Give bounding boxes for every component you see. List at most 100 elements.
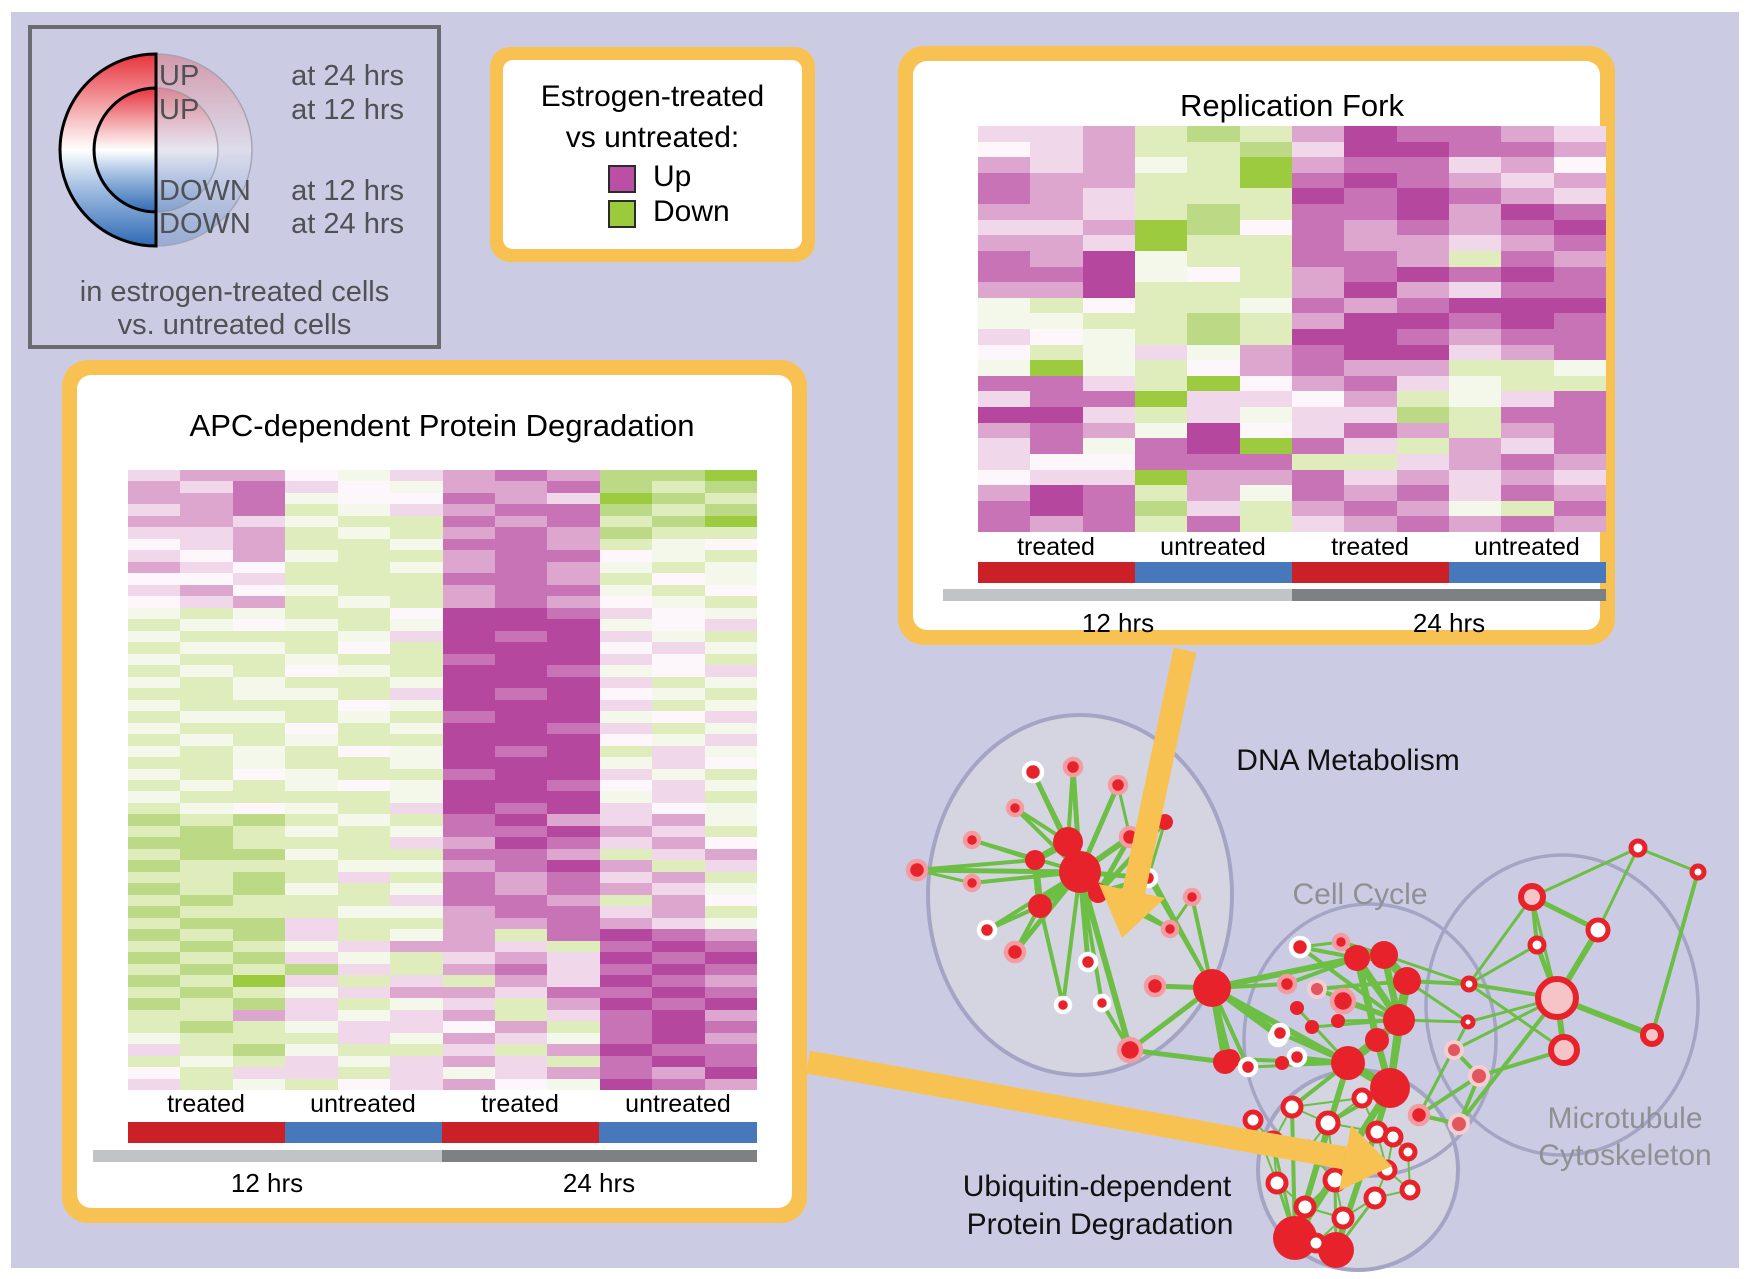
heatmap-cell xyxy=(390,596,443,608)
heatmap-cell xyxy=(1501,438,1554,454)
heatmap-cell xyxy=(547,745,600,758)
heatmap-cell xyxy=(652,929,705,941)
network-node-pinkring xyxy=(905,858,929,882)
heatmap-cell xyxy=(494,515,548,528)
heatmap-cell xyxy=(1134,141,1188,158)
heatmap-cell xyxy=(390,791,443,803)
heatmap-cell xyxy=(390,1067,443,1079)
heatmap-cell xyxy=(1134,282,1188,298)
heatmap-cell xyxy=(978,266,1031,283)
heatmap-cell xyxy=(390,998,443,1010)
heatmap-cell xyxy=(232,1055,286,1068)
heatmap-cell xyxy=(1291,219,1345,236)
heatmap-cell xyxy=(1291,141,1345,158)
heatmap-cell xyxy=(1448,469,1502,486)
heatmap-cell xyxy=(652,906,705,918)
heatmap-cell xyxy=(494,722,548,735)
heatmap-cell xyxy=(442,573,495,585)
heatmap-cell xyxy=(1187,219,1240,236)
heatmap-cell xyxy=(180,470,233,482)
heatmap-cell xyxy=(547,1021,600,1033)
heatmap-cell xyxy=(547,837,600,849)
network-node-ringwhite xyxy=(1460,1014,1476,1030)
rf-group-label-1: untreated xyxy=(1160,533,1266,561)
network-node-ringwhite xyxy=(1363,1186,1387,1210)
ring-legend-box: UP UP DOWN DOWN at 24 hrs at 12 hrs at 1… xyxy=(28,25,441,349)
heatmap-cell xyxy=(652,642,705,654)
heatmap-cell xyxy=(442,848,495,861)
heatmap-cell xyxy=(232,470,286,482)
heatmap-cell xyxy=(599,653,653,666)
heatmap-cell xyxy=(547,538,600,551)
heatmap-cell xyxy=(547,734,600,746)
heatmap-cell xyxy=(390,630,443,643)
heatmap-cell xyxy=(390,538,443,551)
network-node-pinkring xyxy=(1107,774,1129,796)
heatmap-cell xyxy=(599,596,653,608)
heatmap-cell xyxy=(128,745,181,758)
heatmap-cell xyxy=(599,665,653,677)
heatmap-cell xyxy=(1396,126,1449,142)
heatmap-cell xyxy=(599,573,653,585)
heatmap-cell xyxy=(285,975,338,987)
heatmap-cell xyxy=(978,344,1031,361)
heatmap-cell xyxy=(337,802,391,815)
heatmap-cell xyxy=(652,561,705,574)
heatmap-cell xyxy=(1187,516,1240,532)
heatmap-cell xyxy=(652,952,705,964)
heatmap-cell xyxy=(390,653,443,666)
heatmap-cell xyxy=(1030,360,1083,376)
heatmap-cell xyxy=(232,1032,286,1045)
heatmap-cell xyxy=(1291,391,1345,408)
heatmap-cell xyxy=(1396,375,1449,392)
heatmap-cell xyxy=(285,584,338,597)
heatmap-cell xyxy=(1082,360,1135,376)
heatmap-cell xyxy=(180,584,233,597)
network-node-whitering xyxy=(1237,1056,1259,1078)
heatmap-cell xyxy=(1553,469,1606,486)
heatmap-cell xyxy=(1030,141,1083,158)
network-node-pinkring xyxy=(962,873,982,893)
heatmap-cell xyxy=(1553,126,1606,142)
heatmap-cell xyxy=(494,894,548,907)
heatmap-cell xyxy=(285,665,338,677)
heatmap-cell xyxy=(704,515,757,528)
heatmap-cell xyxy=(232,653,286,666)
network-node-solid xyxy=(1365,1028,1389,1052)
heatmap-cell xyxy=(1344,235,1397,251)
network-node-ringwhite xyxy=(1305,1232,1327,1254)
heatmap-cell xyxy=(128,825,181,838)
heatmap-cell xyxy=(1448,391,1502,408)
heatmap-cell xyxy=(390,894,443,907)
heatmap-cell xyxy=(442,711,495,723)
heatmap-cell xyxy=(285,1021,338,1033)
network-node-ringwhite xyxy=(1398,1142,1418,1162)
heatmap-cell xyxy=(1396,516,1449,532)
heatmap-cell xyxy=(390,757,443,769)
heatmap-cell xyxy=(442,1032,495,1045)
heatmap-cell xyxy=(390,814,443,826)
heatmap-cell xyxy=(1187,157,1240,173)
heatmap-cell xyxy=(978,219,1031,236)
heatmap-cell xyxy=(285,619,338,631)
heatmap-cell xyxy=(1448,360,1502,376)
heatmap-cell xyxy=(1030,329,1083,345)
heatmap-cell xyxy=(285,607,338,620)
heatmap-cell xyxy=(180,642,233,654)
heatmap-cell xyxy=(704,1044,757,1056)
heatmap-cell xyxy=(285,1009,338,1022)
heatmap-cell xyxy=(652,699,705,712)
network-node-pinkring xyxy=(1407,1103,1431,1127)
heatmap-cell xyxy=(704,550,757,562)
heatmap-cell xyxy=(128,860,181,872)
ring-legend-time-2: at 12 hrs xyxy=(291,175,404,207)
heatmap-cell xyxy=(599,848,653,861)
network-node-solid xyxy=(1383,1004,1415,1036)
heatmap-cell xyxy=(390,952,443,964)
heatmap-cell xyxy=(1396,188,1449,205)
heatmap-cell xyxy=(442,825,495,838)
heatmap-cell xyxy=(442,734,495,746)
heatmap-cell xyxy=(180,998,233,1010)
comparison-legend-title-1: Estrogen-treated xyxy=(540,80,765,113)
